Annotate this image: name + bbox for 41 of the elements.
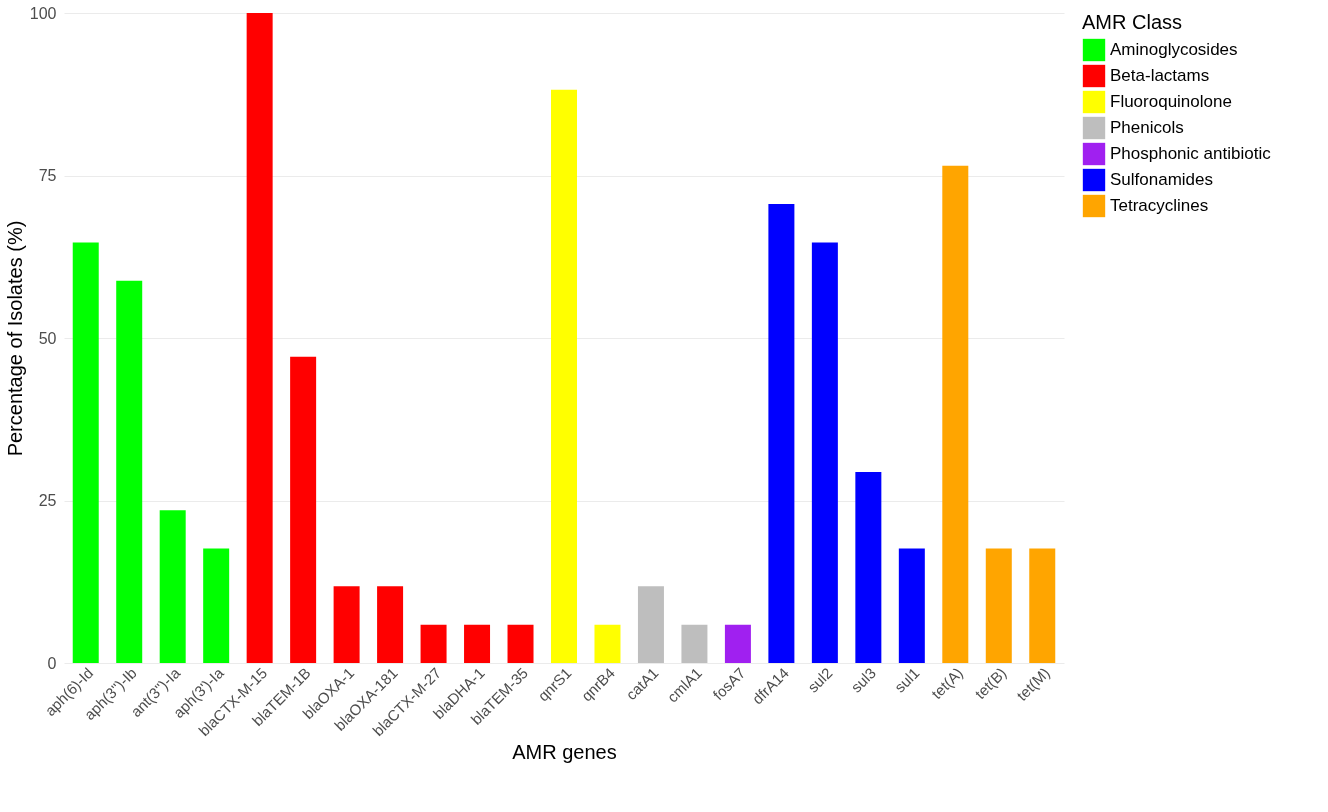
bar [290, 356, 317, 663]
x-tick-label: sul1 [890, 664, 923, 696]
bar [551, 89, 577, 663]
legend-title: AMR Class [1082, 11, 1183, 33]
x-axis-title: AMR genes [512, 741, 617, 764]
bar [898, 548, 925, 663]
bar [203, 548, 230, 663]
bar [811, 242, 838, 663]
bar [637, 586, 664, 663]
bar [246, 13, 273, 663]
legend-label: Tetracyclines [1110, 196, 1209, 215]
bar [724, 624, 751, 663]
bar [420, 624, 447, 663]
y-tick-label: 0 [47, 654, 57, 672]
bar [72, 242, 99, 663]
bar [159, 510, 186, 663]
legend-label: Beta-lactams [1110, 66, 1210, 85]
y-tick-label: 50 [38, 329, 57, 347]
bar [681, 624, 708, 663]
legend-label: Sulfonamides [1110, 170, 1214, 189]
y-tick-label: 100 [29, 4, 57, 22]
bar [464, 624, 491, 663]
bar [1029, 548, 1056, 663]
bar [985, 548, 1012, 663]
bar [333, 586, 360, 663]
legend-label: Phenicols [1110, 118, 1184, 137]
bar [942, 165, 969, 663]
bar [594, 624, 621, 663]
bar [507, 624, 534, 663]
y-tick-label: 25 [38, 492, 57, 509]
y-tick-label: 75 [38, 167, 57, 184]
bar [768, 204, 795, 663]
bar [116, 280, 143, 663]
bar [377, 586, 404, 663]
y-axis-title: Percentage of Isolates (%) [3, 220, 26, 457]
legend-label: Phosphonic antibiotic [1110, 144, 1272, 163]
bar [855, 471, 882, 663]
legend-label: Fluoroquinolone [1110, 92, 1232, 111]
x-tick-label: sul3 [847, 664, 879, 696]
x-tick-label: sul2 [803, 664, 836, 696]
legend-label: Aminoglycosides [1110, 40, 1238, 59]
